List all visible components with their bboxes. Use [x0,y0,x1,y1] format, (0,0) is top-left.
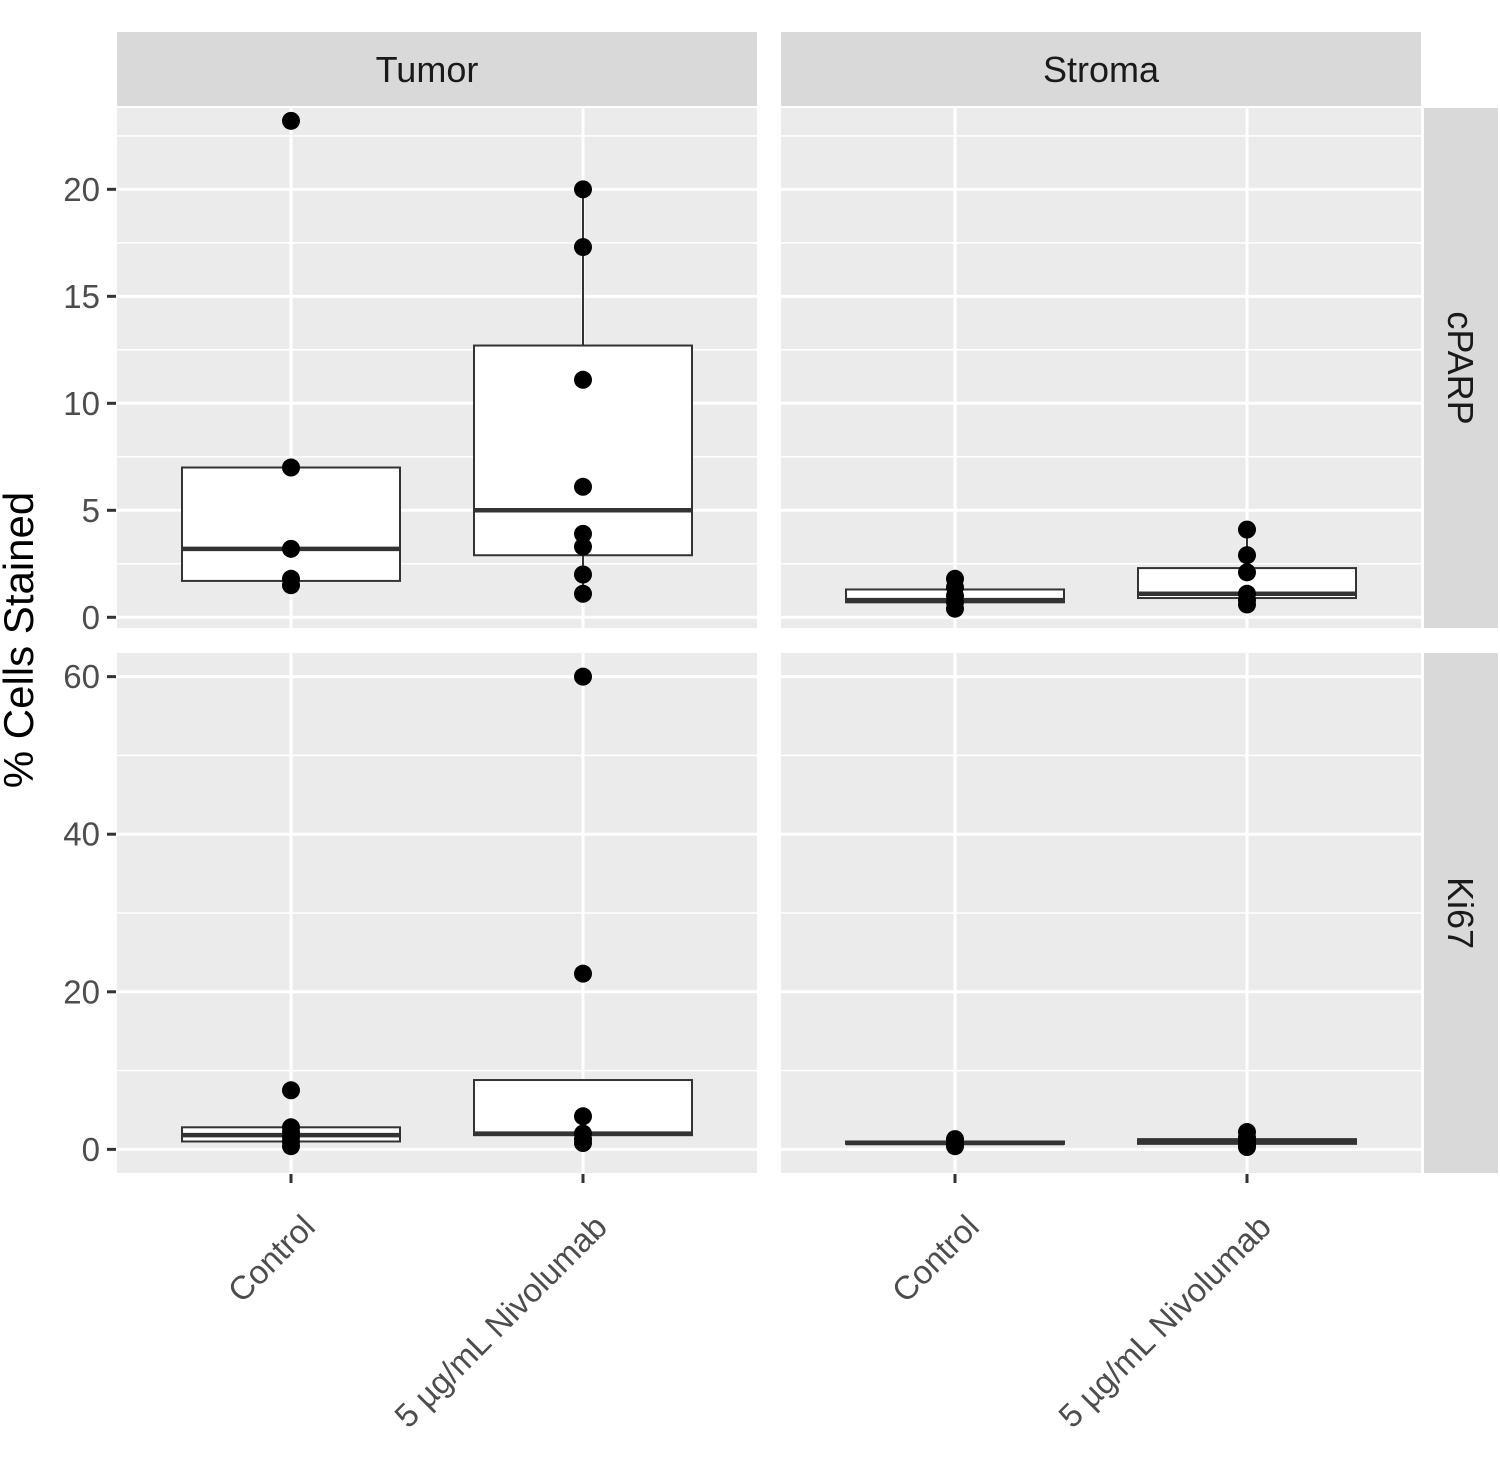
y-tick-label: 20 [63,973,100,1010]
data-point [574,477,592,496]
data-point [1238,520,1256,539]
box-nivolumab [1137,520,1357,614]
y-tick-label: 60 [63,658,100,695]
strip-label-stroma: Stroma [1043,49,1160,90]
data-point [574,180,592,199]
data-point [574,1107,592,1126]
strip-label-cparp: cPARP [1440,311,1481,424]
box-control [845,569,1065,618]
data-point [282,1081,300,1100]
panel-ki67-stroma [781,653,1421,1173]
row-strip-ki67: Ki67 [1424,653,1498,1173]
box-control [181,111,401,595]
y-axis-cparp: 0 5 10 15 20 [63,171,116,636]
y-axis-title: % Cells Stained [0,492,42,788]
box-control [845,1130,1065,1156]
data-point [574,370,592,389]
y-tick-label: 0 [82,1131,100,1168]
data-point [282,576,300,595]
data-point [1238,1138,1256,1156]
data-point [1238,546,1256,565]
data-point [282,111,300,130]
strip-background [1424,653,1498,1173]
data-point [574,584,592,603]
data-point [946,599,964,618]
data-point [574,667,592,686]
strip-background [1424,108,1498,628]
strip-label-tumor: Tumor [376,49,479,90]
y-tick-label: 20 [63,171,100,208]
data-point [574,238,592,257]
column-strip-tumor: Tumor [117,32,757,106]
data-point [1238,563,1256,582]
box-nivolumab [473,180,693,603]
data-point [282,458,300,477]
data-point [1238,595,1256,614]
box-control [181,1081,401,1156]
y-tick-label: 5 [82,492,100,529]
box-iqr [181,466,401,582]
data-point [574,964,592,983]
y-tick-label: 0 [82,599,100,636]
panel-background [781,108,1421,628]
data-point [574,524,592,543]
box-nivolumab [1137,1123,1357,1156]
panel-ki67-tumor [117,653,757,1173]
data-point [574,537,592,556]
data-point [282,1137,300,1156]
y-axis-ki67: 0 20 40 60 [63,658,116,1168]
row-strip-cparp: cPARP [1424,108,1498,628]
column-strip-stroma: Stroma [781,32,1421,106]
data-point [946,1137,964,1156]
y-tick-label: 40 [63,816,100,853]
y-tick-label: 10 [63,385,100,422]
box-nivolumab [473,667,693,1153]
y-tick-label: 15 [63,278,100,315]
data-point [574,1134,592,1153]
strip-label-ki67: Ki67 [1440,877,1481,949]
data-point [282,539,300,558]
panel-cparp-tumor [117,108,757,628]
panel-cparp-stroma [781,108,1421,628]
strip-background [781,32,1421,106]
data-point [574,565,592,584]
strip-background [117,32,757,106]
